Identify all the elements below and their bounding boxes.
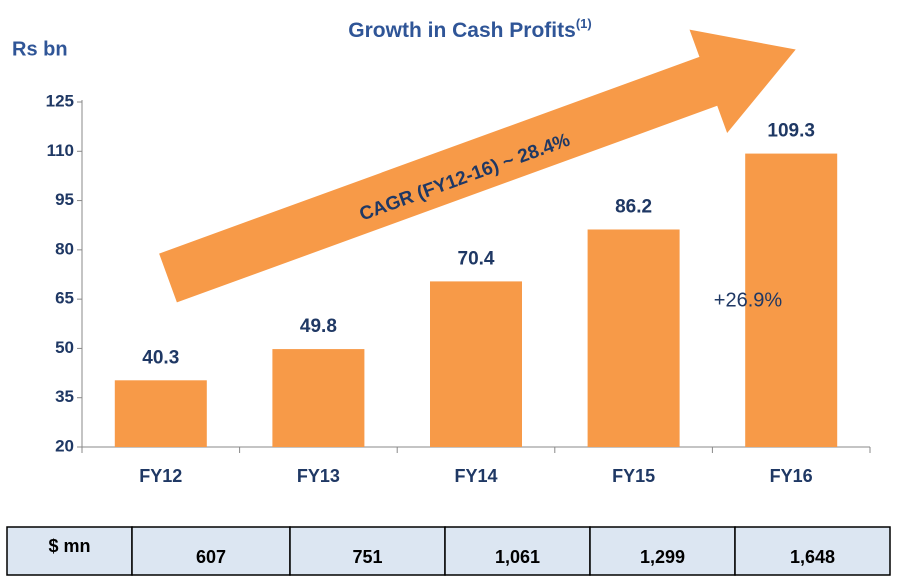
title-note: (1)	[576, 16, 592, 31]
arrow-shape	[159, 29, 796, 303]
x-tick-label: FY15	[612, 466, 655, 486]
x-tick-label: FY13	[297, 466, 340, 486]
bar	[430, 281, 522, 447]
table-header: $ mn	[48, 536, 90, 556]
table-cell	[289, 526, 446, 576]
y-tick-label: 80	[55, 239, 74, 258]
table-cell	[6, 526, 133, 576]
x-tick-label: FY12	[139, 466, 182, 486]
table-cell	[444, 526, 591, 576]
table-value: 1,061	[495, 547, 540, 567]
x-tick-label: FY16	[770, 466, 813, 486]
value-label: 40.3	[142, 347, 179, 368]
x-tick-label: FY14	[454, 466, 497, 486]
y-tick-label: 65	[55, 289, 74, 308]
title-text: Growth in Cash Profits	[348, 19, 576, 42]
y-tick-label: 20	[55, 436, 74, 455]
growth-label: +26.9%	[714, 289, 783, 311]
value-label: 49.8	[300, 316, 337, 337]
table-value: 1,648	[790, 547, 835, 567]
bar	[587, 229, 680, 447]
table-cell	[734, 526, 891, 576]
value-label: 109.3	[767, 121, 815, 142]
table-value: 751	[352, 547, 382, 567]
y-tick-label: 110	[47, 141, 74, 160]
bar	[114, 380, 207, 447]
y-tick-label: 125	[46, 91, 74, 110]
y-tick-label: 50	[55, 338, 74, 357]
y-tick-label: 95	[55, 190, 74, 209]
bar	[745, 153, 838, 448]
cagr-arrow	[159, 29, 796, 303]
table-value: 607	[196, 547, 226, 567]
y-axis-label: Rs bn	[12, 38, 68, 60]
chart-title: Growth in Cash Profits(1)	[348, 16, 591, 41]
table-cell	[589, 526, 736, 576]
bar	[272, 349, 365, 447]
value-label: 86.2	[615, 197, 652, 218]
y-tick-label: 35	[55, 387, 74, 406]
value-label: 70.4	[458, 248, 495, 269]
table-cell	[131, 526, 291, 576]
table-value: 1,299	[640, 547, 685, 567]
